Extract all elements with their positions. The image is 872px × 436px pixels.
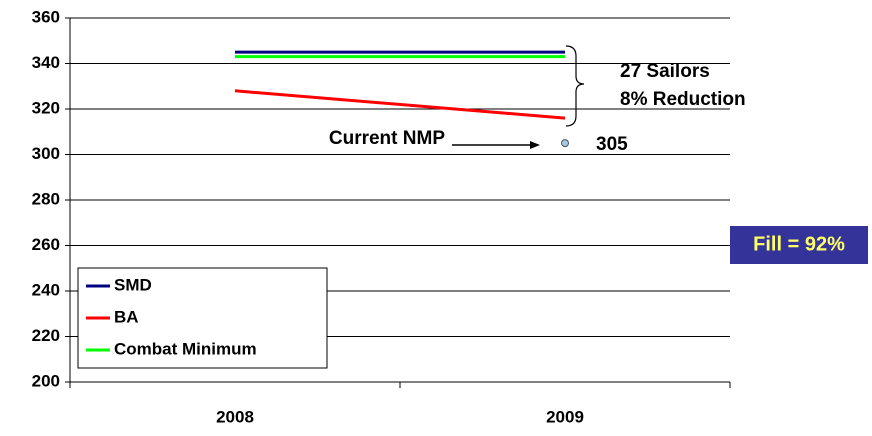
point-value-label: 305: [596, 134, 628, 155]
x-tick-label: 2008: [216, 407, 254, 426]
arrow-head: [530, 141, 540, 149]
y-tick-label: 280: [32, 189, 60, 208]
fill-box-label: Fill = 92%: [753, 233, 845, 255]
y-tick-label: 340: [32, 53, 60, 72]
annotation: 8% Reduction: [620, 89, 746, 110]
y-tick-label: 260: [32, 235, 60, 254]
annotation: 27 Sailors: [620, 61, 710, 82]
fill-box: [730, 226, 868, 264]
y-tick-label: 300: [32, 144, 60, 163]
y-tick-label: 220: [32, 326, 60, 345]
legend-label: Combat Minimum: [114, 339, 257, 358]
y-tick-label: 320: [32, 98, 60, 117]
y-tick-label: 360: [32, 7, 60, 26]
legend-box: [77, 267, 328, 369]
y-tick-label: 200: [32, 371, 60, 390]
y-tick-label: 240: [32, 280, 60, 299]
series-line: [234, 89, 566, 120]
legend-label: BA: [114, 307, 139, 326]
x-tick-label: 2009: [546, 407, 584, 426]
brace: [565, 45, 585, 127]
nmp-point: [561, 139, 569, 148]
point-label: Current NMP: [329, 128, 445, 149]
legend-label: SMD: [114, 275, 152, 294]
